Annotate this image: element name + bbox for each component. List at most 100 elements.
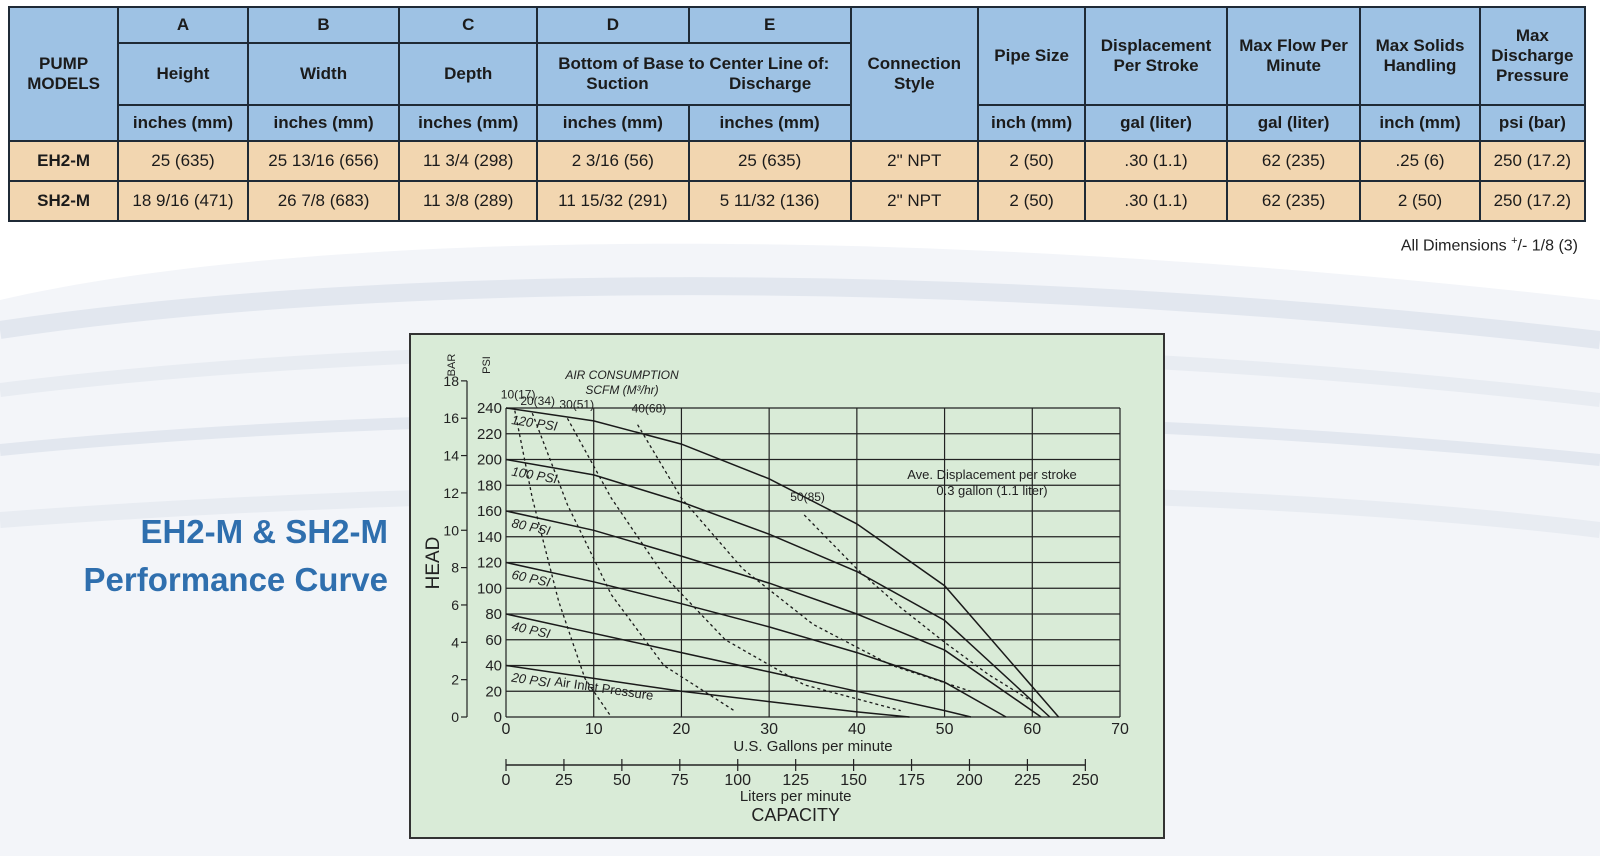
y-tick-bar: 4 [451, 634, 459, 650]
x-tick-gallons: 50 [936, 721, 954, 738]
table-row-eh2m: EH2-M 25 (635) 25 13/16 (656) 11 3/4 (29… [7, 140, 1587, 182]
y-tick-psi: 160 [477, 503, 502, 520]
header-suction: Suction [586, 74, 649, 93]
x-tick-gallons: 70 [1111, 721, 1129, 738]
pressure-curve-0 [505, 664, 910, 718]
x-tick-liters: 150 [840, 772, 867, 789]
y-tick-bar: 14 [443, 448, 459, 464]
header-max-pressure: Max Discharge Pressure [1478, 6, 1587, 106]
header-letter-b: B [246, 6, 401, 44]
note-rest: /- 1/8 (3) [1517, 237, 1578, 255]
x-tick-liters: 75 [671, 772, 689, 789]
pressure-label-5: 120 PSI [511, 412, 559, 434]
unit-suction: inches (mm) [535, 104, 690, 142]
y-tick-psi: 40 [485, 658, 502, 675]
table-cell: 5 11/32 (136) [687, 180, 852, 222]
table-cell: 11 3/8 (289) [398, 180, 538, 222]
unit-discharge: inches (mm) [687, 104, 852, 142]
x-tick-gallons: 10 [585, 721, 603, 738]
air-curve-label-0: 10(17) [501, 388, 536, 402]
x-tick-liters: 25 [555, 772, 573, 789]
unit-depth: inches (mm) [398, 104, 538, 142]
header-bottom-label: Bottom of Base to Center Line of: [558, 54, 830, 73]
x-tick-liters: 0 [502, 772, 511, 789]
displacement-note-1: Ave. Displacement per stroke [907, 467, 1077, 482]
table-cell: .30 (1.1) [1084, 180, 1228, 222]
x-tick-liters: 50 [613, 772, 631, 789]
air-curve-label-1: 20(34) [520, 394, 555, 408]
y-tick-psi: 240 [477, 400, 502, 417]
header-letter-d: D [535, 6, 690, 44]
air-curve-4 [803, 514, 1033, 703]
capacity-label: CAPACITY [751, 805, 840, 825]
table-cell: 250 (17.2) [1478, 180, 1587, 222]
table-cell: 62 (235) [1225, 140, 1362, 182]
y-tick-psi: 20 [485, 683, 502, 700]
psi-unit-label: PSI [481, 356, 493, 374]
pressure-curve-5 [505, 407, 1060, 718]
table-row-sh2m: SH2-M 18 9/16 (471) 26 7/8 (683) 11 3/8 … [7, 180, 1587, 222]
table-cell: 2 (50) [976, 140, 1087, 182]
y-tick-psi: 140 [477, 529, 502, 546]
note-sup: + [1511, 235, 1518, 247]
x-tick-liters: 225 [1014, 772, 1041, 789]
y-tick-psi: 100 [477, 580, 502, 597]
title-line-2: Performance Curve [83, 561, 388, 598]
pressure-label-0: 20 PSI [510, 669, 552, 690]
table-cell: 2 3/16 (56) [535, 140, 690, 182]
air-curve-3 [637, 424, 972, 692]
pressure-curve-1 [505, 613, 972, 718]
y-tick-bar: 2 [451, 672, 459, 688]
x-tick-liters: 100 [724, 772, 751, 789]
header-letter-a: A [117, 6, 249, 44]
air-curve-label-2: 30(51) [559, 397, 594, 411]
x-tick-gallons: 30 [760, 721, 778, 738]
x-tick-gallons: 20 [673, 721, 691, 738]
air-consumption-unit: SCFM (M³/hr) [585, 383, 658, 397]
unit-height: inches (mm) [117, 104, 249, 142]
table-cell: 62 (235) [1225, 180, 1362, 222]
y-tick-psi: 60 [485, 632, 502, 649]
y-tick-psi: 80 [485, 606, 502, 623]
x-tick-gallons: 60 [1023, 721, 1041, 738]
table-cell: 18 9/16 (471) [117, 180, 249, 222]
table-cell: .25 (6) [1359, 140, 1481, 182]
header-bottom-of-base: Bottom of Base to Center Line of: Suctio… [535, 42, 852, 106]
table-cell: 25 (635) [687, 140, 852, 182]
x-tick-liters: 250 [1072, 772, 1099, 789]
table-cell: 2 (50) [1359, 180, 1481, 222]
liters-axis-label: Liters per minute [740, 788, 852, 805]
table-cell: 25 13/16 (656) [246, 140, 401, 182]
table-cell: 26 7/8 (683) [246, 180, 401, 222]
table-cell: 11 3/4 (298) [398, 140, 538, 182]
header-width: Width [246, 42, 401, 106]
dimension-tolerance-note: All Dimensions +/- 1/8 (3) [1401, 235, 1578, 255]
unit-width: inches (mm) [246, 104, 401, 142]
air-curve-label-3: 40(68) [632, 402, 667, 416]
bar-unit-label: BAR [446, 354, 458, 377]
table-cell: 250 (17.2) [1478, 140, 1587, 182]
table-cell: 2" NPT [849, 140, 980, 182]
table-cell: 25 (635) [117, 140, 249, 182]
header-letter-c: C [398, 6, 538, 44]
title-line-1: EH2-M & SH2-M [140, 513, 388, 550]
air-consumption-title: AIR CONSUMPTION [564, 368, 679, 382]
pressure-curve-2 [505, 561, 1007, 718]
y-tick-bar: 18 [443, 373, 459, 389]
table-cell: EH2-M [7, 140, 120, 182]
table-cell: SH2-M [7, 180, 120, 222]
unit-max-flow: gal (liter) [1225, 104, 1362, 142]
y-tick-bar: 12 [443, 485, 459, 501]
unit-max-pressure: psi (bar) [1478, 104, 1587, 142]
x-tick-gallons: 0 [502, 721, 511, 738]
y-tick-bar: 16 [443, 410, 459, 426]
table-cell: .30 (1.1) [1084, 140, 1228, 182]
y-tick-bar: 10 [443, 522, 459, 538]
y-tick-bar: 0 [451, 709, 459, 725]
table-cell: 11 15/32 (291) [535, 180, 690, 222]
header-displacement: Displacement Per Stroke [1084, 6, 1228, 106]
header-height: Height [117, 42, 249, 106]
air-curve-2 [566, 417, 901, 712]
y-axis-label: HEAD [423, 537, 444, 590]
performance-chart: 0204060801001201401601802002202400246810… [409, 333, 1165, 839]
